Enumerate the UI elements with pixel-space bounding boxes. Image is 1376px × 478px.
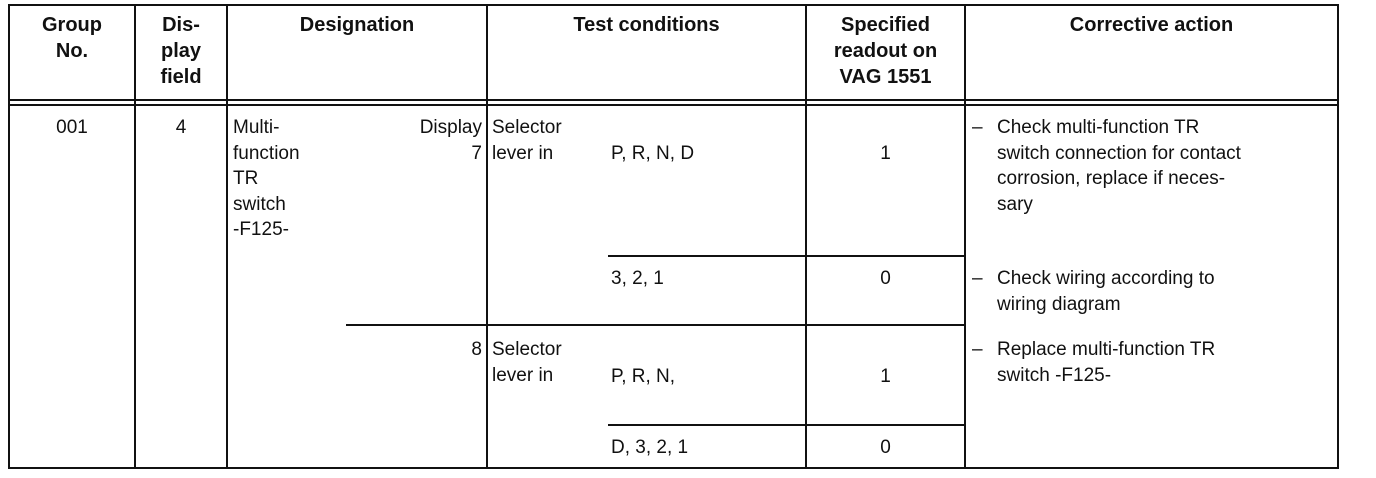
readout-value: 1 (880, 143, 891, 164)
designation-cell: Multi- function TR switch -F125- (233, 117, 300, 240)
condition-label: Selector lever in (492, 339, 562, 386)
column-divider (226, 4, 228, 469)
action-dash: – (972, 268, 983, 289)
header-designation: Designation (299, 14, 415, 36)
condition-value: D, 3, 2, 1 (611, 437, 689, 458)
readout-value: 1 (880, 366, 891, 387)
condition-value: P, R, N, D (611, 143, 695, 164)
header-specified-readout: Specified readout on VAG 1551 (833, 14, 938, 88)
corrective-action-item: Replace multi-function TR switch -F125- (997, 339, 1216, 386)
table-border-left (8, 4, 10, 469)
corrective-action-item: Check wiring according to wiring diagram (997, 268, 1215, 315)
row-divider (608, 255, 966, 257)
condition-value: P, R, N, (611, 366, 676, 387)
column-divider (805, 4, 807, 469)
header-corrective-action: Corrective action (1069, 14, 1234, 36)
header-test-conditions: Test conditions (573, 14, 720, 36)
table-border-top (8, 4, 1339, 6)
readout-value: 0 (880, 437, 891, 458)
group-no-cell: 001 (56, 117, 88, 138)
header-divider-second (8, 104, 1339, 106)
display-8-label: 8 (471, 339, 482, 360)
column-divider (964, 4, 966, 469)
table-border-right (1337, 4, 1339, 469)
header-divider (8, 99, 1339, 101)
column-divider (134, 4, 136, 469)
display-7-label: Display 7 (419, 117, 482, 164)
column-divider (486, 4, 488, 469)
table-border-bottom (8, 467, 1339, 469)
header-display-field: Dis- play field (160, 14, 202, 88)
row-divider (608, 424, 966, 426)
header-group-no: Group No. (42, 14, 102, 62)
action-dash: – (972, 339, 983, 360)
action-dash: – (972, 117, 983, 138)
row-divider (346, 324, 966, 326)
condition-label: Selector lever in (492, 117, 562, 164)
corrective-action-item: Check multi-function TR switch connectio… (997, 117, 1241, 215)
display-field-cell: 4 (175, 117, 187, 138)
condition-value: 3, 2, 1 (611, 268, 664, 289)
readout-value: 0 (880, 268, 891, 289)
